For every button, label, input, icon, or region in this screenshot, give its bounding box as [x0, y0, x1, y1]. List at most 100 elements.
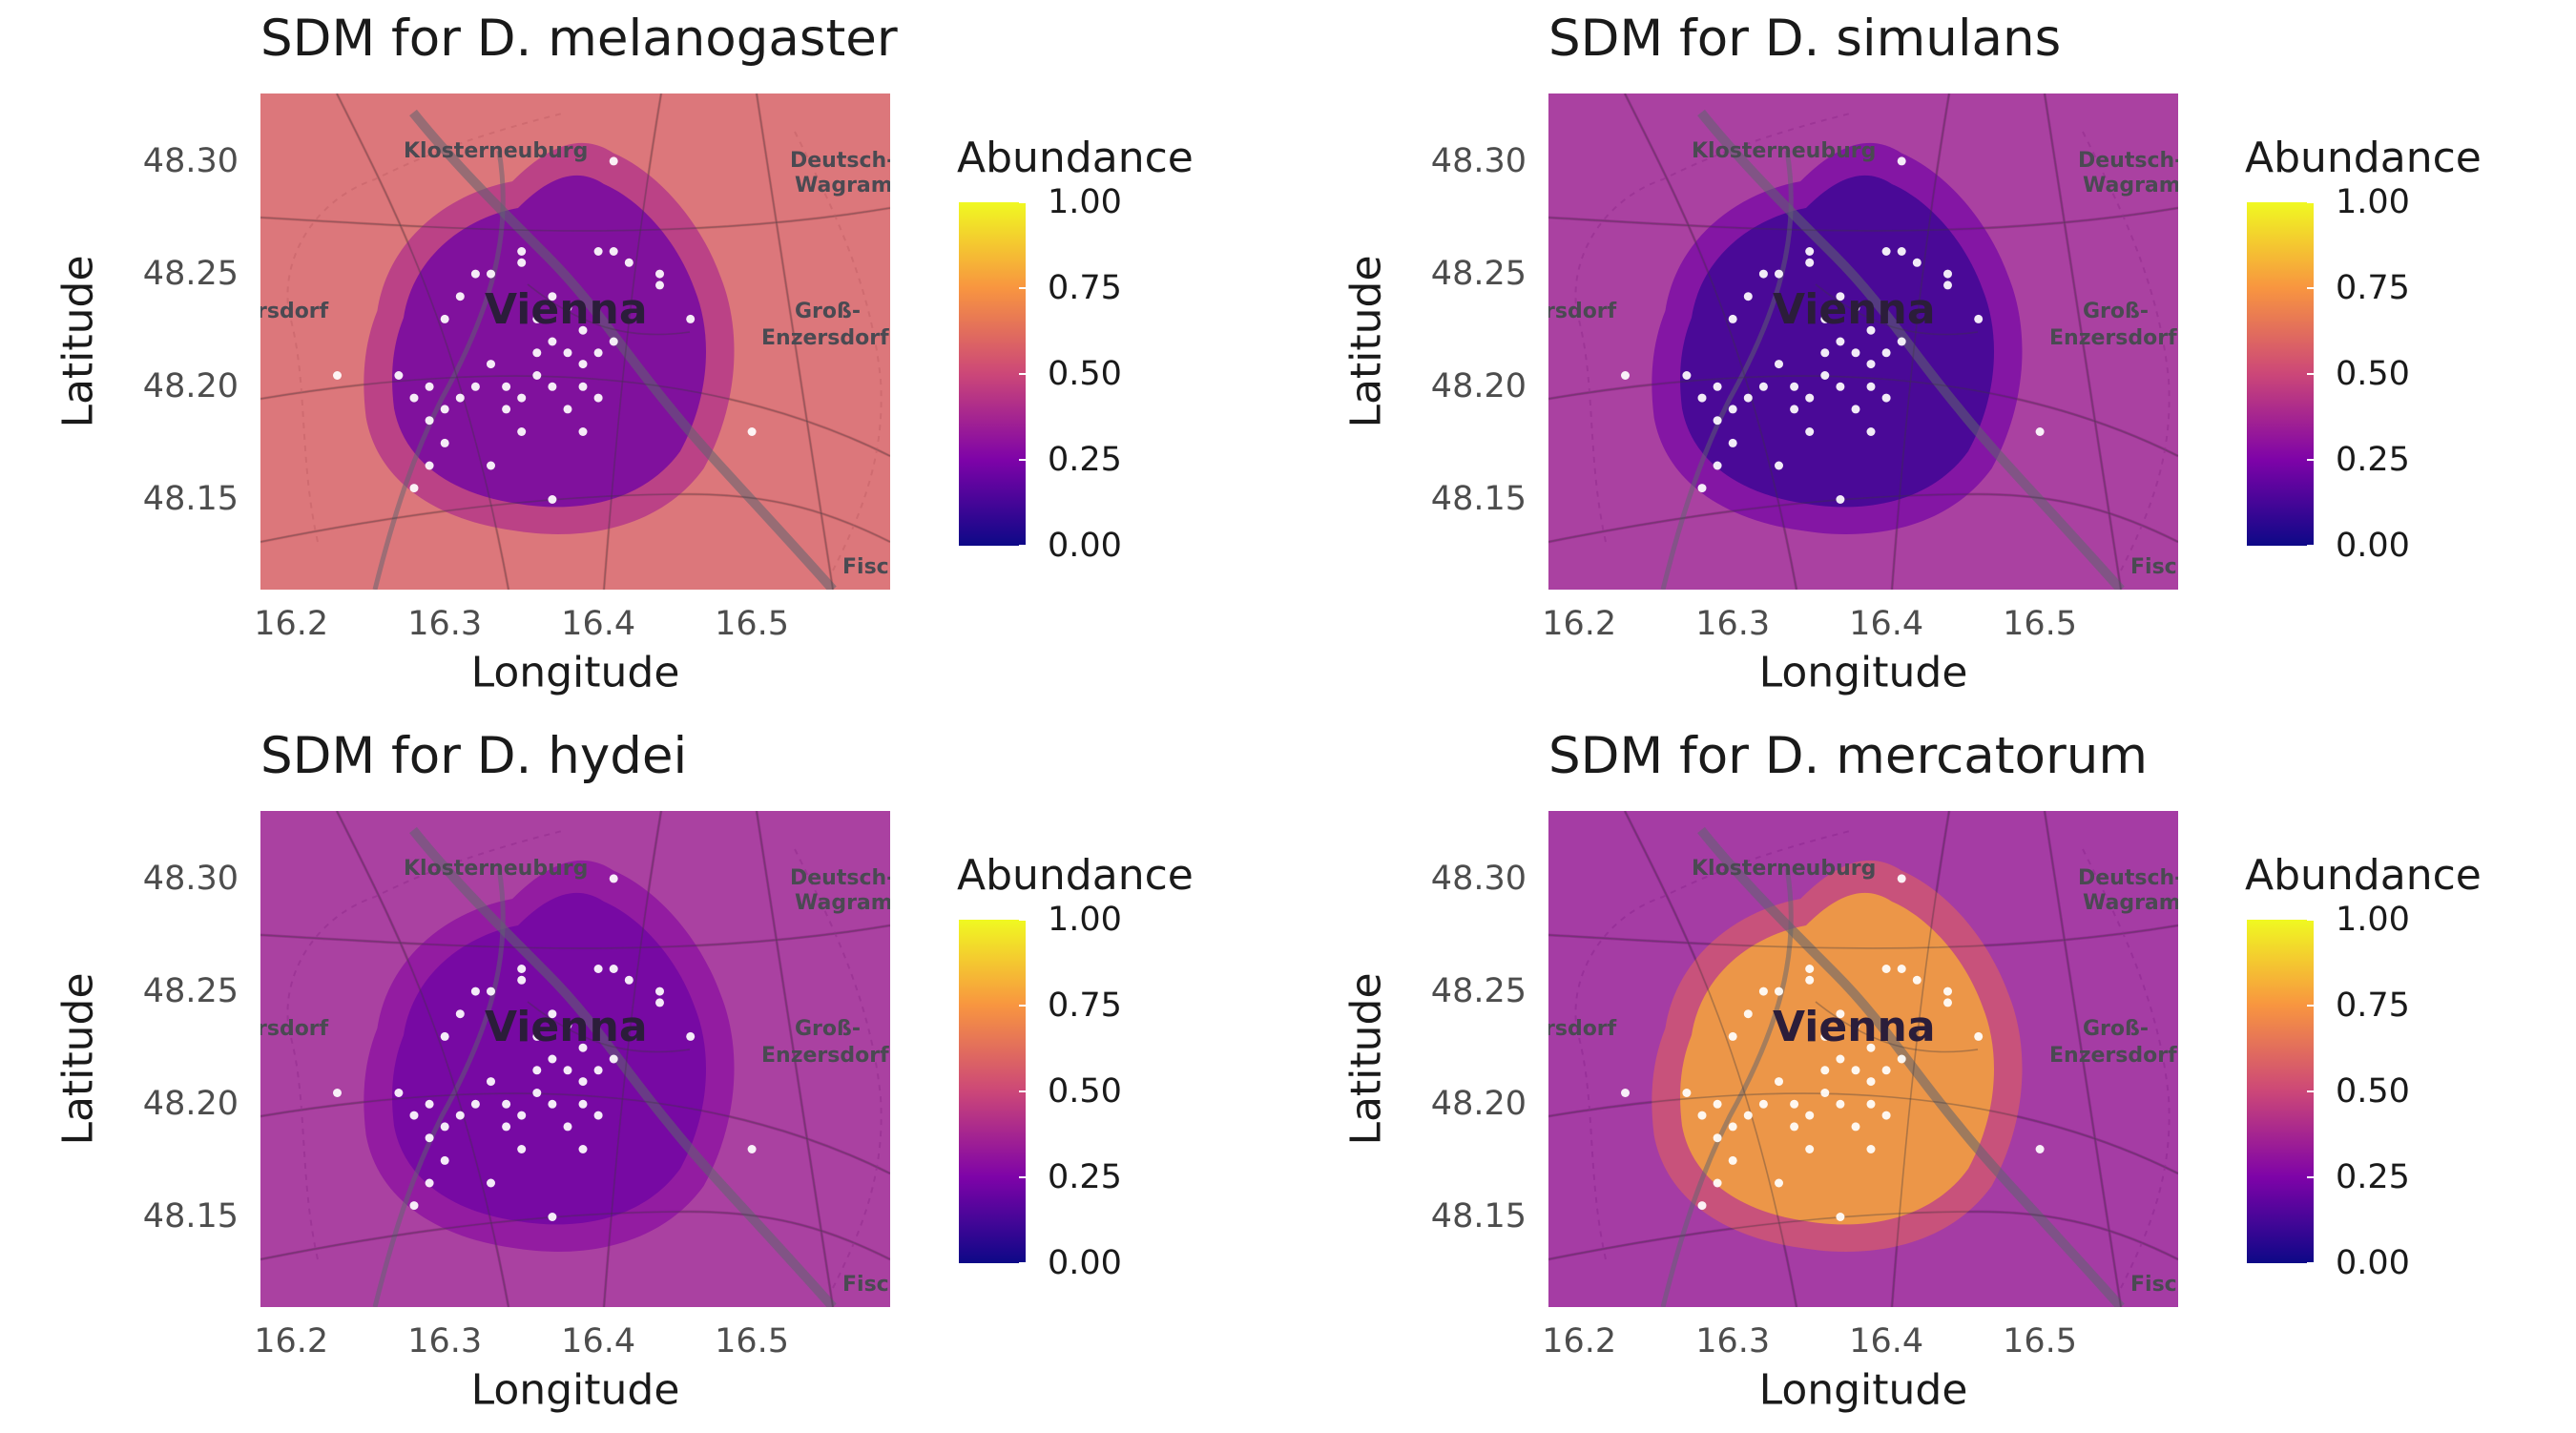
y-axis-title: Latitude — [1341, 255, 1391, 428]
legend-label: 0.50 — [2336, 355, 2410, 393]
x-tick-label: 16.5 — [715, 605, 790, 643]
sample-point — [1621, 1089, 1630, 1097]
danube-canal — [1660, 867, 1794, 1307]
sample-point — [548, 337, 557, 346]
sample-point — [1912, 258, 1922, 267]
sample-point — [563, 1021, 572, 1029]
sample-point — [624, 258, 634, 267]
sample-point — [517, 427, 527, 436]
map-label-vienna: Vienna — [1773, 285, 1936, 334]
sample-point — [1881, 348, 1891, 358]
legend-tick — [1019, 287, 1026, 289]
sample-point — [425, 1099, 434, 1109]
sample-point — [470, 986, 480, 996]
legend-tick — [1019, 545, 1026, 547]
sample-point — [1743, 393, 1753, 403]
sample-point — [1743, 1111, 1753, 1120]
legend-title: Abundance — [957, 134, 1194, 182]
danube-river — [409, 826, 837, 1307]
map-area: Klosterneuburg Deutsch- Wagram Groß- Enzersd… — [1548, 93, 2178, 590]
legend-label: 0.75 — [1048, 986, 1122, 1025]
sample-point — [686, 314, 696, 323]
map-area: Klosterneuburg Deutsch- Wagram Groß- Enzersd… — [260, 811, 890, 1307]
map-label-vienna: Vienna — [485, 1003, 648, 1051]
sdm-panel-1: SDM for D. melanogaster Klosterneuburg Deu… — [0, 0, 1288, 716]
sample-point — [455, 292, 465, 301]
x-tick-label: 16.2 — [1542, 1322, 1617, 1360]
sample-point — [487, 360, 495, 369]
legend-tick — [1019, 919, 1026, 921]
legend-tick — [2307, 919, 2314, 921]
sample-point — [455, 1111, 465, 1120]
map-svg — [1548, 93, 2178, 590]
x-tick-label: 16.3 — [1695, 1322, 1771, 1360]
x-tick-label: 16.2 — [1542, 605, 1617, 643]
legend-tick — [2307, 287, 2314, 289]
map-label-vienna: Vienna — [1773, 1003, 1936, 1051]
sample-point — [502, 405, 511, 414]
legend-colorbar — [959, 202, 1026, 546]
sample-point — [609, 337, 618, 346]
sample-point — [747, 427, 757, 436]
legend-label: 0.75 — [1048, 269, 1122, 307]
legend-tick — [1019, 201, 1026, 203]
y-tick-label: 48.20 — [142, 1085, 239, 1124]
sample-point — [532, 1066, 542, 1075]
sample-point — [1851, 348, 1860, 358]
legend-label: 0.00 — [2336, 1244, 2410, 1282]
y-tick-label: 48.30 — [1430, 859, 1527, 898]
sample-point — [1682, 1089, 1692, 1097]
sample-point — [487, 986, 495, 996]
x-tick-label: 16.3 — [407, 605, 483, 643]
sample-point — [563, 303, 572, 312]
sample-point — [1790, 1099, 1799, 1109]
map-svg — [1548, 811, 2178, 1307]
sample-point — [655, 269, 664, 279]
sample-point — [1820, 1089, 1830, 1097]
map-label-gross-enzersdorf-2: Enzersdorf — [2049, 1044, 2177, 1068]
x-tick-label: 16.3 — [407, 1322, 483, 1360]
danube-canal — [372, 867, 506, 1307]
legend-label: 1.00 — [2336, 183, 2410, 221]
sample-point — [1851, 303, 1860, 312]
sample-point — [1805, 965, 1815, 973]
sdm-panel-2: SDM for D. simulans Klosterneuburg Deutsch… — [1288, 0, 2576, 716]
sample-point — [517, 1111, 527, 1120]
sample-point — [1820, 314, 1830, 323]
sample-point — [1758, 1099, 1768, 1109]
sample-point — [563, 405, 572, 414]
y-axis-title: Latitude — [1341, 972, 1391, 1146]
sample-point — [1943, 269, 1952, 279]
legend-tick — [2307, 373, 2314, 375]
sample-point — [394, 1089, 404, 1097]
sample-point — [1897, 1054, 1906, 1064]
y-tick-label: 48.15 — [142, 480, 239, 519]
sample-point — [333, 1089, 342, 1097]
sample-point — [578, 360, 588, 369]
sample-point — [578, 382, 588, 391]
sample-point — [1866, 382, 1876, 391]
panel-title: SDM for D. melanogaster — [260, 10, 898, 68]
sample-point — [1728, 405, 1737, 414]
sample-point — [1728, 1031, 1737, 1041]
sample-point — [548, 292, 557, 301]
sample-point — [593, 247, 603, 256]
sample-point — [532, 371, 542, 380]
x-tick-label: 16.5 — [2003, 605, 2078, 643]
danube-river — [1697, 109, 2125, 590]
y-axis-title: Latitude — [53, 972, 103, 1146]
map-label-deutsch-wagram-2: Wagram — [795, 174, 890, 197]
map-label-deutsch-wagram-2: Wagram — [2083, 174, 2178, 197]
x-tick-label: 16.4 — [1849, 605, 1924, 643]
sample-point — [470, 269, 480, 279]
x-tick-label: 16.4 — [1849, 1322, 1924, 1360]
sample-point — [578, 1043, 588, 1052]
sample-point — [563, 1066, 572, 1075]
y-tick-label: 48.30 — [142, 141, 239, 180]
map-label-deutsch-wagram-1: Deutsch- — [2078, 149, 2178, 173]
sample-point — [1851, 1122, 1860, 1132]
sample-point — [1775, 1077, 1783, 1087]
legend-label: 0.25 — [1048, 441, 1122, 479]
legend-tick — [2307, 545, 2314, 547]
map-label-vienna: Vienna — [485, 285, 648, 334]
